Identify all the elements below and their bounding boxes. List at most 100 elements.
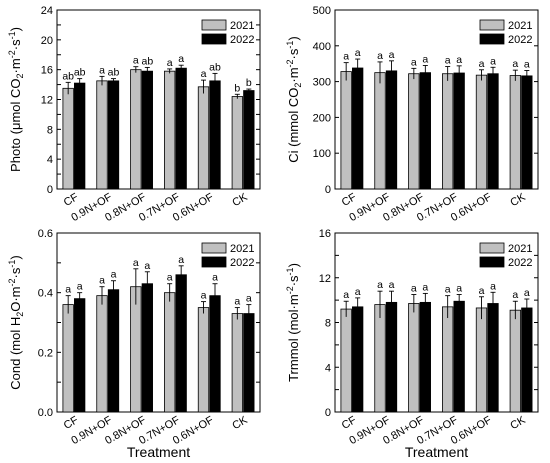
significance-letter: a bbox=[512, 58, 518, 70]
bar-2022-0.7N+OF bbox=[175, 274, 187, 413]
bar-2022-0.8N+OF bbox=[419, 301, 431, 413]
y-tick-label: 8 bbox=[325, 318, 331, 330]
significance-letter: a bbox=[201, 290, 207, 302]
bar-2021-0.7N+OF bbox=[442, 306, 454, 413]
significance-letter: a bbox=[234, 296, 240, 308]
y-axis-label: Trmmol (mol·m-2·s-1) bbox=[285, 263, 301, 382]
significance-letter: ab bbox=[209, 61, 221, 73]
significance-letter: ab bbox=[141, 55, 153, 67]
significance-letter: a bbox=[389, 279, 395, 291]
bar-2022-CK bbox=[243, 90, 255, 190]
y-tick-label: 0 bbox=[325, 184, 331, 196]
significance-letter: ab bbox=[74, 67, 86, 79]
significance-letter: a bbox=[167, 272, 173, 284]
bar-2021-CF bbox=[340, 71, 352, 190]
significance-letter: a bbox=[246, 293, 252, 305]
bar-2022-0.9N+OF bbox=[107, 80, 120, 190]
legend-swatch-2021 bbox=[479, 242, 505, 254]
significance-letter: a bbox=[144, 260, 150, 272]
x-tick-label: CF bbox=[62, 191, 81, 209]
y-tick-label: 0 bbox=[47, 184, 53, 196]
bar-2022-CK bbox=[521, 75, 533, 190]
bar-2021-0.8N+OF bbox=[408, 303, 420, 413]
significance-letter: a bbox=[377, 50, 383, 62]
bar-2022-0.8N+OF bbox=[141, 283, 153, 413]
bar-2021-0.9N+OF bbox=[96, 80, 108, 190]
significance-letter: a bbox=[133, 257, 139, 269]
bar-2021-0.6N+OF bbox=[197, 307, 210, 413]
y-tick-label: 24 bbox=[41, 5, 53, 17]
legend-label: 2021 bbox=[230, 243, 254, 255]
x-tick-label: CK bbox=[230, 414, 250, 432]
y-tick-label: 8 bbox=[47, 124, 53, 136]
bar-2021-CF bbox=[62, 87, 74, 190]
y-tick-label: 100 bbox=[313, 148, 331, 160]
significance-letter: a bbox=[343, 51, 349, 63]
bar-2021-0.8N+OF bbox=[130, 69, 142, 190]
bar-2022-0.8N+OF bbox=[141, 70, 153, 190]
legend-swatch-2022 bbox=[479, 33, 505, 45]
bar-2022-0.7N+OF bbox=[453, 72, 465, 190]
significance-letter: a bbox=[490, 55, 496, 67]
y-tick-label: 4 bbox=[325, 362, 331, 374]
legend-label: 2022 bbox=[230, 257, 254, 269]
bar-2022-CF bbox=[74, 82, 86, 190]
legend-swatch-2022 bbox=[201, 256, 227, 268]
y-tick-label: 4 bbox=[47, 154, 53, 166]
bar-2022-CF bbox=[352, 306, 364, 413]
x-tick-label: CK bbox=[508, 191, 528, 209]
significance-letter: a bbox=[456, 54, 462, 66]
legend-swatch-2021 bbox=[479, 19, 505, 31]
y-tick-label: 0.0 bbox=[38, 407, 53, 419]
significance-letter: a bbox=[77, 281, 83, 293]
y-tick-label: 20 bbox=[41, 35, 53, 47]
significance-letter: a bbox=[65, 284, 71, 296]
legend-label: 2021 bbox=[230, 20, 254, 32]
bar-2022-CK bbox=[243, 313, 255, 413]
significance-letter: a bbox=[377, 279, 383, 291]
significance-letter: b bbox=[246, 77, 252, 89]
significance-letter: a bbox=[479, 285, 485, 297]
significance-letter: a bbox=[422, 53, 428, 65]
bar-2022-0.9N+OF bbox=[385, 301, 398, 413]
significance-letter: a bbox=[212, 272, 218, 284]
bar-2022-0.9N+OF bbox=[107, 289, 120, 413]
legend-swatch-2022 bbox=[201, 33, 227, 45]
bar-2022-0.9N+OF bbox=[385, 70, 398, 190]
bar-2021-0.7N+OF bbox=[442, 73, 454, 190]
bar-2021-0.9N+OF bbox=[374, 304, 386, 413]
significance-letter: a bbox=[411, 56, 417, 68]
y-tick-label: 12 bbox=[319, 273, 331, 285]
significance-letter: a bbox=[355, 286, 361, 298]
significance-letter: a bbox=[422, 281, 428, 293]
plot-frame bbox=[334, 9, 539, 190]
significance-letter: a bbox=[99, 64, 105, 76]
y-axis-label: Photo (μmol CO2·m-2·s-1) bbox=[7, 27, 25, 172]
x-tick-label: CK bbox=[508, 414, 528, 432]
bar-2022-CF bbox=[352, 67, 364, 190]
bar-2022-CF bbox=[74, 298, 86, 413]
legend-label: 2021 bbox=[508, 20, 532, 32]
bar-2022-0.6N+OF bbox=[487, 303, 499, 413]
significance-letter: a bbox=[355, 47, 361, 59]
y-axis-label: Cond (mol H2O·m-2·s-1) bbox=[7, 255, 25, 389]
significance-letter: a bbox=[167, 57, 173, 69]
significance-letter: a bbox=[490, 280, 496, 292]
x-axis-label: Treatment bbox=[405, 444, 468, 460]
legend-swatch-2021 bbox=[201, 242, 227, 254]
bar-2021-CF bbox=[62, 304, 74, 413]
bar-2022-CK bbox=[521, 307, 533, 413]
significance-letter: b bbox=[234, 82, 240, 94]
significance-letter: a bbox=[389, 49, 395, 61]
y-tick-label: 400 bbox=[313, 41, 331, 53]
bar-2021-CF bbox=[340, 308, 352, 413]
bar-2022-0.8N+OF bbox=[419, 72, 431, 190]
bar-2021-0.7N+OF bbox=[164, 70, 176, 190]
y-tick-label: 0.2 bbox=[38, 347, 53, 359]
y-tick-label: 500 bbox=[313, 5, 331, 17]
significance-letter: a bbox=[133, 55, 139, 67]
bar-2021-CK bbox=[231, 96, 243, 190]
y-tick-label: 200 bbox=[313, 112, 331, 124]
